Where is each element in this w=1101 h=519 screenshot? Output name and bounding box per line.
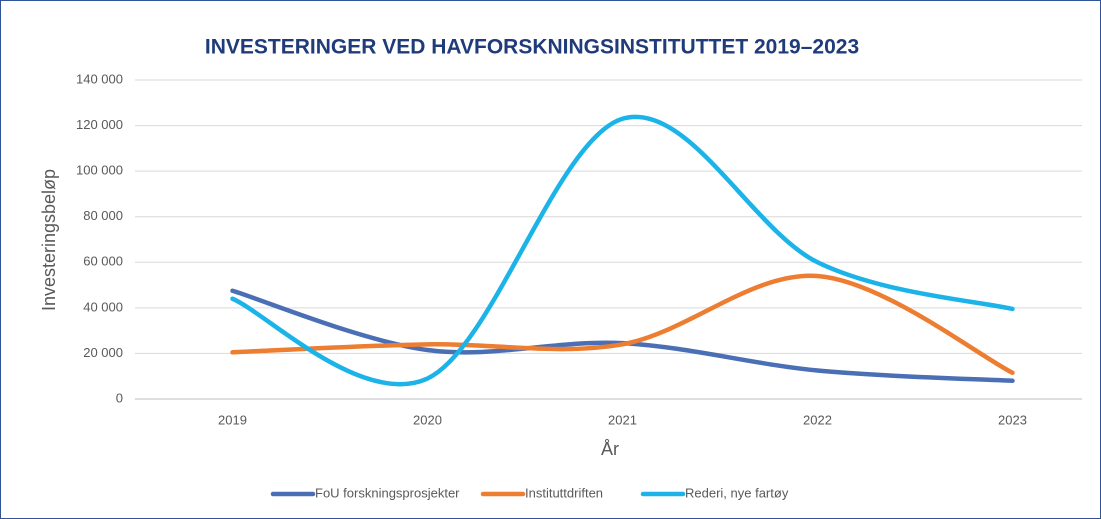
x-axis-title: År	[601, 439, 619, 459]
series-line	[230, 273, 1015, 376]
y-axis-title: Investeringsbeløp	[39, 169, 59, 311]
legend-label: FoU forskningsprosjekter	[315, 485, 460, 500]
y-tick-label: 60 000	[83, 254, 123, 269]
y-tick-label: 0	[116, 390, 123, 405]
x-tick-label: 2022	[803, 412, 832, 427]
x-tick-label: 2021	[608, 412, 637, 427]
y-tick-label: 140 000	[76, 71, 123, 86]
x-tick-label: 2020	[413, 412, 442, 427]
chart-title: INVESTERINGER VED HAVFORSKNINGSINSTITUTT…	[205, 36, 859, 59]
y-tick-label: 100 000	[76, 163, 123, 178]
legend-label: Rederi, nye fartøy	[685, 485, 789, 500]
y-tick-label: 20 000	[83, 345, 123, 360]
y-tick-label: 120 000	[76, 117, 123, 132]
y-tick-label: 80 000	[83, 208, 123, 223]
legend-label: Instituttdriften	[525, 485, 603, 500]
y-tick-label: 40 000	[83, 299, 123, 314]
x-tick-label: 2019	[218, 412, 247, 427]
x-tick-label: 2023	[998, 412, 1027, 427]
series-line	[230, 114, 1015, 387]
